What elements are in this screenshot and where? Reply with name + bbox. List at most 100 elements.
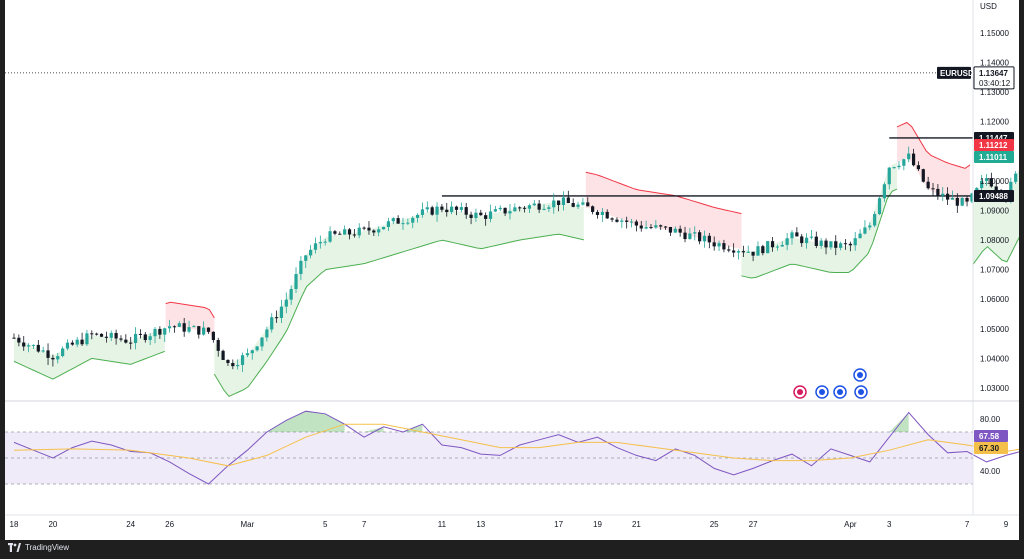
supertrend-tag <box>974 139 1014 151</box>
candle-body <box>673 228 677 233</box>
candle-body <box>153 328 157 337</box>
candle-body <box>270 317 274 330</box>
rsi-value-label: 67.30 <box>979 444 1000 453</box>
candle-body <box>401 223 405 225</box>
candle-body <box>231 363 235 367</box>
candle-body <box>124 339 128 343</box>
candle-body <box>911 153 916 166</box>
candle-body <box>770 241 775 248</box>
candle-body <box>391 218 395 222</box>
candle-body <box>90 333 94 335</box>
candle-body <box>581 202 585 205</box>
candle-body <box>766 241 770 254</box>
candle-body <box>206 327 211 332</box>
candle-body <box>260 337 264 347</box>
candle-body <box>761 246 765 254</box>
rsi-overbought-fill <box>286 411 306 432</box>
candle-body <box>843 243 848 245</box>
date-tick-label: 5 <box>323 520 328 529</box>
supertrend-down-fill <box>897 122 970 204</box>
currency-label: USD <box>980 2 997 11</box>
candle-body <box>547 207 551 209</box>
supertrend-up-fill <box>741 162 898 279</box>
symbol-tag <box>937 66 971 79</box>
level-tag-label: 1.09488 <box>979 192 1008 201</box>
candle-body <box>868 225 872 228</box>
candle-body <box>498 207 502 210</box>
candle-body <box>693 232 697 234</box>
candle-body <box>255 346 259 351</box>
candle-body <box>566 197 570 204</box>
price-tick-label: 1.15000 <box>980 29 1009 38</box>
candle-body <box>965 197 969 202</box>
rsi-line <box>13 410 1019 485</box>
candle-body <box>600 211 604 215</box>
rsi-overbought-fill <box>889 412 909 432</box>
candle-body <box>435 206 439 215</box>
price-tick-label: 1.10000 <box>980 177 1009 186</box>
candle-body <box>663 226 668 228</box>
date-tick-label: 7 <box>362 520 367 529</box>
candle-body <box>56 356 60 360</box>
candle-body <box>182 323 186 332</box>
candle-body <box>629 221 634 223</box>
candle-body <box>907 153 911 160</box>
supertrend-down-line <box>896 121 971 169</box>
candle-body <box>357 227 361 236</box>
candle-body <box>873 214 877 226</box>
candle-body <box>649 227 653 229</box>
candle-body <box>586 202 590 207</box>
candle-body <box>970 193 974 202</box>
lightning-icon-core <box>797 389 803 395</box>
candle-body <box>678 228 682 233</box>
candle-body <box>445 209 449 213</box>
symbol-tag-label: EURUSD <box>940 69 974 78</box>
candle-body <box>989 178 993 187</box>
candle-body <box>887 167 891 185</box>
candle-body <box>654 225 658 228</box>
candle-body <box>615 219 619 222</box>
candle-body <box>527 205 532 209</box>
candle-body <box>931 188 935 190</box>
supertrend-up-line <box>213 233 584 398</box>
candle-body <box>469 214 473 218</box>
date-tick-label: 24 <box>126 520 135 529</box>
candle-body <box>751 251 755 256</box>
candle-body <box>683 232 687 240</box>
supertrend-up-line <box>972 236 1019 265</box>
supertrend-down-fill <box>585 172 742 250</box>
tradingview-wordmark: TradingView <box>25 543 70 552</box>
candle-body <box>129 342 133 344</box>
candle-body <box>620 220 624 222</box>
candle-body <box>902 159 906 166</box>
supertrend-up-line <box>741 188 898 279</box>
candle-body <box>464 207 468 215</box>
candle-body <box>226 359 230 364</box>
candle-body <box>493 209 497 212</box>
candle-body <box>352 234 356 236</box>
candle-body <box>99 333 104 337</box>
date-tick-label: 25 <box>710 520 719 529</box>
candle-body <box>411 217 415 223</box>
candle-body <box>109 332 113 338</box>
last-price-label: 1.13647 <box>979 69 1008 78</box>
chart-canvas[interactable]: USD 1.03000 1.04000 1.05000 1.06000 1.07000 1.… <box>5 0 1019 540</box>
date-tick-label: 18 <box>10 520 19 529</box>
candle-body <box>406 222 410 224</box>
candle-body <box>946 193 950 200</box>
tradingview-brand[interactable]: TradingView <box>8 543 69 552</box>
candle-body <box>386 221 391 227</box>
candle-body <box>138 333 143 335</box>
candle-body <box>304 255 308 261</box>
candle-body <box>595 211 600 215</box>
candle-body <box>829 241 833 248</box>
candle-body <box>863 227 867 234</box>
candle-body <box>795 232 799 237</box>
candle-body <box>75 339 79 345</box>
price-pane <box>5 72 1019 399</box>
candle-body <box>941 193 945 196</box>
candle-body <box>848 243 852 246</box>
candle-body <box>736 251 741 253</box>
candle-body <box>727 249 731 251</box>
candle-body <box>372 230 376 233</box>
